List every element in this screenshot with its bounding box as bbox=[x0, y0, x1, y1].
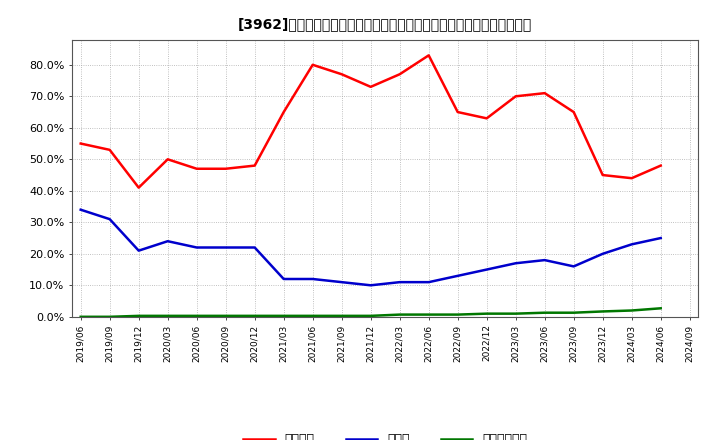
自己資本 bbox=[627, 176, 636, 181]
自己資本 bbox=[192, 166, 201, 172]
のれん bbox=[657, 235, 665, 241]
のれん bbox=[308, 276, 317, 282]
繰延税金資産 bbox=[424, 312, 433, 317]
Line: 自己資本: 自己資本 bbox=[81, 55, 661, 187]
繰延税金資産 bbox=[76, 314, 85, 319]
のれん bbox=[511, 260, 520, 266]
のれん bbox=[366, 282, 375, 288]
自己資本 bbox=[366, 84, 375, 89]
のれん bbox=[338, 279, 346, 285]
のれん bbox=[454, 273, 462, 279]
繰延税金資産 bbox=[454, 312, 462, 317]
のれん bbox=[221, 245, 230, 250]
繰延税金資産 bbox=[541, 310, 549, 315]
のれん bbox=[482, 267, 491, 272]
Legend: 自己資本, のれん, 繰延税金資産: 自己資本, のれん, 繰延税金資産 bbox=[238, 429, 532, 440]
繰延税金資産 bbox=[627, 308, 636, 313]
自己資本 bbox=[221, 166, 230, 172]
自己資本 bbox=[482, 116, 491, 121]
繰延税金資産 bbox=[308, 313, 317, 319]
繰延税金資産 bbox=[338, 313, 346, 319]
自己資本 bbox=[251, 163, 259, 168]
自己資本 bbox=[395, 72, 404, 77]
自己資本 bbox=[76, 141, 85, 146]
繰延税金資産 bbox=[511, 311, 520, 316]
のれん bbox=[570, 264, 578, 269]
繰延税金資産 bbox=[279, 313, 288, 319]
自己資本 bbox=[541, 91, 549, 96]
のれん bbox=[251, 245, 259, 250]
繰延税金資産 bbox=[657, 306, 665, 311]
自己資本 bbox=[308, 62, 317, 67]
自己資本 bbox=[338, 72, 346, 77]
のれん bbox=[105, 216, 114, 222]
のれん bbox=[395, 279, 404, 285]
自己資本 bbox=[570, 110, 578, 115]
繰延税金資産 bbox=[570, 310, 578, 315]
自己資本 bbox=[135, 185, 143, 190]
繰延税金資産 bbox=[105, 314, 114, 319]
のれん bbox=[76, 207, 85, 213]
Line: のれん: のれん bbox=[81, 210, 661, 285]
自己資本 bbox=[598, 172, 607, 178]
のれん bbox=[279, 276, 288, 282]
自己資本 bbox=[163, 157, 172, 162]
自己資本 bbox=[105, 147, 114, 153]
繰延税金資産 bbox=[482, 311, 491, 316]
繰延税金資産 bbox=[251, 313, 259, 319]
のれん bbox=[627, 242, 636, 247]
繰延税金資産 bbox=[135, 313, 143, 319]
自己資本 bbox=[511, 94, 520, 99]
Line: 繰延税金資産: 繰延税金資産 bbox=[81, 308, 661, 317]
のれん bbox=[163, 238, 172, 244]
繰延税金資産 bbox=[163, 313, 172, 319]
Title: [3962]　自己資本、のれん、繰延税金資産の総資産に対する比率の推移: [3962] 自己資本、のれん、繰延税金資産の総資産に対する比率の推移 bbox=[238, 18, 532, 32]
繰延税金資産 bbox=[598, 309, 607, 314]
繰延税金資産 bbox=[192, 313, 201, 319]
自己資本 bbox=[454, 110, 462, 115]
自己資本 bbox=[424, 53, 433, 58]
繰延税金資産 bbox=[395, 312, 404, 317]
のれん bbox=[424, 279, 433, 285]
のれん bbox=[135, 248, 143, 253]
繰延税金資産 bbox=[366, 313, 375, 319]
自己資本 bbox=[279, 110, 288, 115]
のれん bbox=[598, 251, 607, 257]
自己資本 bbox=[657, 163, 665, 168]
繰延税金資産 bbox=[221, 313, 230, 319]
のれん bbox=[541, 257, 549, 263]
のれん bbox=[192, 245, 201, 250]
